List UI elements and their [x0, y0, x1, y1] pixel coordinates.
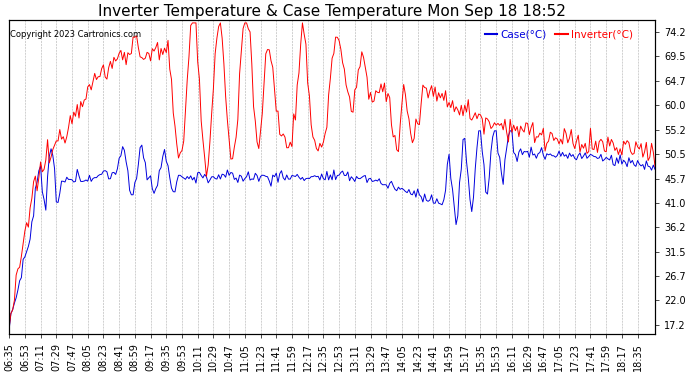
Title: Inverter Temperature & Case Temperature Mon Sep 18 18:52: Inverter Temperature & Case Temperature …: [98, 4, 566, 19]
Legend: Case(°C), Inverter(°C): Case(°C), Inverter(°C): [481, 26, 637, 44]
Text: Copyright 2023 Cartronics.com: Copyright 2023 Cartronics.com: [10, 30, 141, 39]
